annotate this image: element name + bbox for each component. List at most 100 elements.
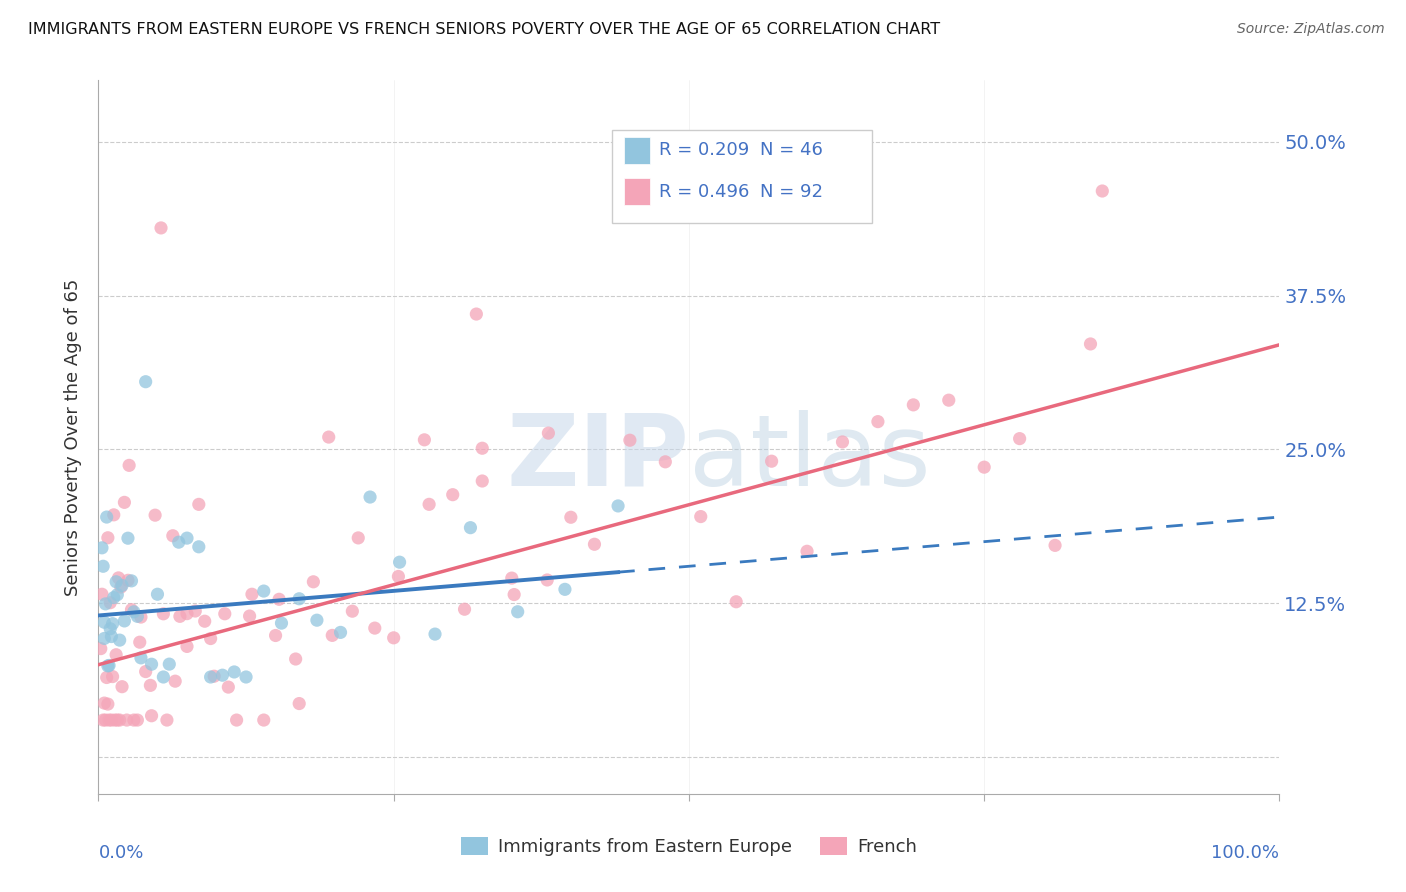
Point [761,454,783,468]
Point [176,531,198,545]
Point [347,531,370,545]
Point [831,434,853,449]
Point [460,521,482,535]
Point [253,713,276,727]
Point [93,632,115,646]
Point [176,607,198,621]
Point [938,393,960,408]
Point [122,605,145,619]
Point [107,571,129,585]
Point [105,713,128,727]
Point [104,713,127,727]
Text: IMMIGRANTS FROM EASTERN EUROPE VS FRENCH SENIORS POVERTY OVER THE AGE OF 65 CORR: IMMIGRANTS FROM EASTERN EUROPE VS FRENCH… [28,22,941,37]
Point [689,509,711,524]
Point [1080,337,1102,351]
Point [465,307,488,321]
Point [329,625,352,640]
FancyBboxPatch shape [624,178,650,205]
Point [98,713,121,727]
Point [135,665,157,679]
Point [501,571,523,585]
Point [103,508,125,522]
Point [128,635,150,649]
Point [105,588,128,602]
Point [1043,538,1066,552]
Point [96,510,118,524]
Point [100,713,122,727]
Point [413,433,436,447]
Point [471,442,494,456]
Point [1008,432,1031,446]
Point [112,495,135,509]
Point [725,595,748,609]
Point [796,544,818,558]
Point [607,499,630,513]
Point [866,415,889,429]
Point [359,490,381,504]
Point [117,531,139,545]
Point [224,665,246,679]
Point [111,578,134,592]
Point [129,651,152,665]
Point [91,559,114,574]
Point [239,609,262,624]
Point [94,597,117,611]
Point [97,659,120,673]
Point [253,584,276,599]
Point [108,633,131,648]
Point [537,426,560,441]
Point [423,627,446,641]
Point [200,670,222,684]
Point [1091,184,1114,198]
Point [98,596,121,610]
Point [305,613,328,627]
Point [536,573,558,587]
Point [162,529,184,543]
Point [654,455,676,469]
Point [91,541,114,555]
Point [152,670,174,684]
Text: R = 0.496: R = 0.496 [659,183,749,201]
Point [165,674,187,689]
Point [121,574,143,588]
Point [387,569,409,583]
Point [453,602,475,616]
Point [110,580,132,594]
Point [903,398,925,412]
Point [118,458,141,473]
Point [583,537,606,551]
Point [270,616,292,631]
Point [503,588,526,602]
Point [156,713,179,727]
Point [202,669,225,683]
Text: N = 46: N = 46 [759,141,823,159]
Text: Source: ZipAtlas.com: Source: ZipAtlas.com [1237,22,1385,37]
Point [127,609,149,624]
Point [506,605,529,619]
Point [117,574,139,588]
Point [122,713,145,727]
Point [560,510,582,524]
Point [150,221,173,235]
Text: N = 92: N = 92 [759,183,823,201]
Point [127,713,149,727]
Point [115,713,138,727]
Point [98,658,121,673]
Point [93,615,115,630]
Point [194,614,217,628]
Point [364,621,387,635]
Point [105,574,128,589]
Point [235,670,257,684]
Point [169,609,191,624]
Point [135,375,157,389]
Point [141,657,163,672]
Point [93,696,115,710]
Point [96,671,118,685]
Point [382,631,405,645]
Point [121,602,143,616]
Point [90,641,112,656]
Point [288,591,311,606]
Point [94,713,117,727]
Point [441,488,464,502]
Point [184,604,207,618]
